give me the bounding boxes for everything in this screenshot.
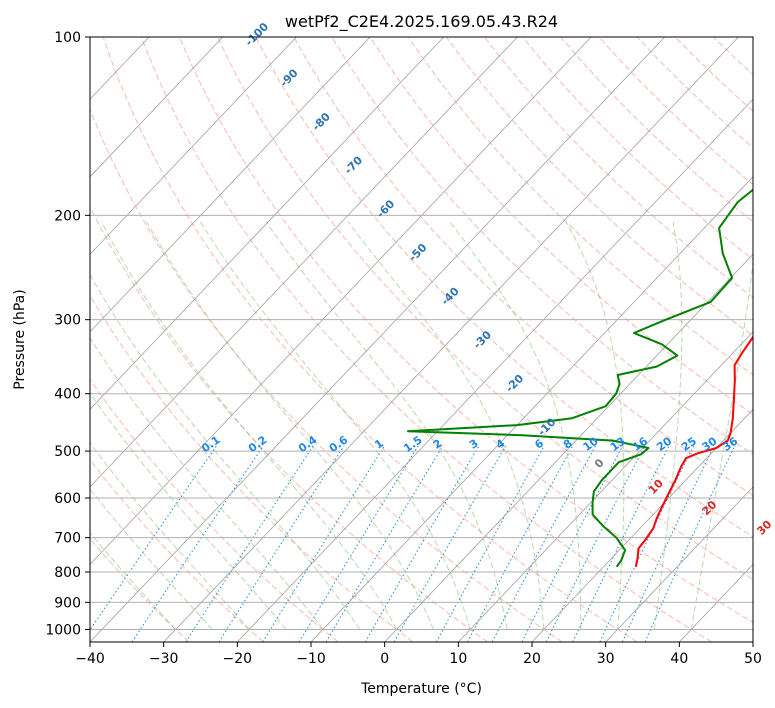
x-tick-label: −10 bbox=[296, 651, 326, 667]
x-tick-label: 0 bbox=[380, 651, 389, 667]
dry-adiabat-line bbox=[140, 37, 712, 642]
moist-adiabat-line bbox=[653, 221, 683, 630]
isotherm-line bbox=[531, 408, 753, 642]
mixing-ratio-line bbox=[435, 445, 545, 642]
dry-adiabat-line bbox=[90, 459, 264, 642]
dry-adiabat-line bbox=[407, 37, 753, 376]
dry-adiabat-line bbox=[90, 108, 563, 642]
moist-adiabat-line bbox=[90, 488, 213, 630]
dry-adiabat-line bbox=[178, 37, 753, 623]
x-axis-label: Temperature (°C) bbox=[360, 681, 482, 697]
chart-title: wetPf2_C2E4.2025.169.05.43.R24 bbox=[285, 12, 558, 32]
dry-adiabat-line bbox=[484, 37, 753, 298]
moist-adiabat-line bbox=[347, 221, 545, 630]
mixing-ratio-line bbox=[572, 445, 670, 642]
moist-adiabat-line bbox=[90, 531, 176, 630]
isotherm-line bbox=[90, 37, 592, 566]
dewpoint-profile bbox=[407, 188, 753, 568]
moist-adiabat-line bbox=[101, 221, 398, 630]
y-tick-label: 500 bbox=[54, 444, 81, 460]
isotherm-line bbox=[90, 37, 666, 642]
dry-adiabat-line bbox=[255, 37, 753, 538]
isotherm-line bbox=[90, 37, 518, 488]
x-tick-label: 50 bbox=[744, 651, 762, 667]
moist-adiabat-line bbox=[565, 221, 625, 630]
mixing-ratio-line bbox=[262, 445, 385, 642]
x-tick-label: −40 bbox=[75, 651, 105, 667]
y-tick-label: 600 bbox=[54, 491, 81, 507]
x-tick-label: 30 bbox=[597, 651, 615, 667]
moist-adiabat-line bbox=[90, 336, 324, 630]
y-tick-label: 100 bbox=[54, 30, 81, 46]
x-tick-label: −20 bbox=[223, 651, 253, 667]
isotherm-line bbox=[310, 176, 753, 642]
moist-adiabat-line bbox=[90, 442, 250, 630]
y-tick-label: 300 bbox=[54, 313, 81, 329]
mixing-ratio-line bbox=[131, 445, 264, 642]
isotherm-line bbox=[458, 331, 753, 642]
isotherm-line bbox=[605, 486, 753, 642]
mixing-ratio-line bbox=[298, 445, 419, 642]
dry-adiabat-line bbox=[293, 37, 753, 496]
moist-adiabat-line bbox=[146, 221, 434, 630]
isotherm-line bbox=[163, 37, 739, 642]
isotherm-line bbox=[90, 37, 297, 255]
mixing-ratio-line bbox=[545, 445, 646, 642]
moist-adiabat-line bbox=[90, 392, 287, 630]
x-tick-label: 10 bbox=[449, 651, 467, 667]
y-tick-label: 1000 bbox=[45, 622, 81, 638]
temperature-profile bbox=[634, 335, 753, 568]
isotherm-line bbox=[90, 37, 445, 410]
background-guide-lines bbox=[90, 37, 753, 642]
x-tick-label: −30 bbox=[149, 651, 179, 667]
profiles bbox=[407, 188, 753, 568]
moist-adiabat-line bbox=[90, 273, 361, 630]
y-axis-label: Pressure (hPa) bbox=[12, 289, 28, 389]
moist-adiabat-line bbox=[449, 221, 582, 630]
moist-adiabat-line bbox=[690, 258, 753, 630]
dry-adiabat-line bbox=[217, 37, 753, 580]
x-tick-label: 20 bbox=[523, 651, 541, 667]
mixing-ratio-line bbox=[521, 445, 624, 642]
y-tick-label: 700 bbox=[54, 531, 81, 547]
axis-ticks: −40 −30 −20 −10 0 10 20 30 40 50 100 200 300 400 500 60… bbox=[45, 30, 762, 667]
y-tick-label: 800 bbox=[54, 565, 81, 581]
grid-lines bbox=[90, 37, 753, 642]
mixing-ratio-line bbox=[90, 445, 217, 631]
x-tick-label: 40 bbox=[670, 651, 688, 667]
isotherm-line bbox=[90, 37, 371, 333]
plot-frame bbox=[89, 36, 754, 643]
y-tick-label: 900 bbox=[54, 595, 81, 611]
mixing-ratio-line bbox=[325, 445, 444, 642]
dry-adiabat-line bbox=[90, 205, 488, 642]
mixing-ratio-line bbox=[218, 445, 345, 642]
isotherm-line bbox=[384, 253, 753, 642]
y-tick-label: 400 bbox=[54, 387, 81, 403]
mixing-ratio-line bbox=[185, 445, 314, 642]
isotherm-line bbox=[237, 98, 753, 642]
isotherm-line bbox=[90, 37, 224, 178]
moist-adiabat-line bbox=[265, 221, 508, 630]
y-tick-label: 200 bbox=[54, 208, 81, 224]
dry-adiabat-line bbox=[102, 37, 638, 642]
